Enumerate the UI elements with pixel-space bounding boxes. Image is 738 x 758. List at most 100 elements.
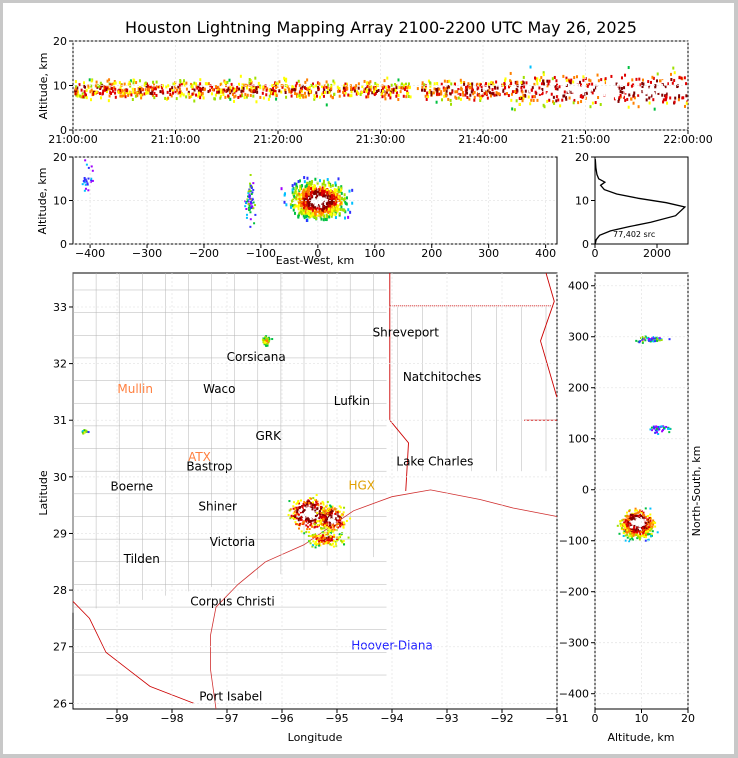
map-source-mark [315,537,318,540]
map-source-mark [306,503,309,506]
time-altitude-source-mark [119,86,122,90]
time-altitude-source-mark [673,100,676,104]
time-altitude-source-mark [450,82,453,86]
time-altitude-source-mark [366,85,369,89]
map-source-mark [298,511,301,514]
time-altitude-source-mark [566,82,569,86]
map-source-mark [314,518,317,521]
time-altitude-source-mark [683,90,686,94]
ew-altitude-source-mark [304,188,307,192]
map-source-mark [294,506,297,509]
time-altitude-source-mark [244,92,247,96]
map-source-mark [288,500,291,503]
time-altitude-source-mark [201,91,204,95]
time-altitude-source-mark [540,92,543,96]
time-altitude-source-mark [389,96,392,100]
altitude-ns-source-mark [640,511,643,514]
map-source-mark [320,539,323,542]
ew-altitude-source-mark [340,191,343,195]
map-source-mark [337,522,340,525]
time-altitude-source-mark [424,94,427,98]
map-source-mark [336,515,339,518]
time-altitude-source-mark [488,88,491,92]
time-altitude-source-mark [338,89,341,93]
time-altitude-source-mark [99,85,102,89]
altitude-ns-source-mark [646,530,649,533]
map-source-mark [320,519,323,522]
ew-altitude-xtick-label: 0 [314,247,321,260]
time-altitude-source-mark [295,81,298,85]
altitude-ns-source-mark [655,426,658,429]
time-altitude-source-mark [590,86,593,90]
map-source-mark [320,540,323,543]
map-city-label: Shreveport [373,325,440,339]
time-altitude-source-mark [95,80,98,84]
time-altitude-source-mark [157,85,160,89]
map-source-mark [341,523,344,526]
ew-altitude-source-mark [314,213,317,217]
time-altitude-source-mark [313,96,316,100]
map-source-mark [312,540,315,543]
ew-altitude-source-mark [340,199,343,203]
map-source-mark [347,536,350,539]
time-altitude-source-mark [466,91,469,95]
ew-altitude-source-mark [313,192,316,196]
time-altitude-source-mark [381,84,384,88]
time-altitude-source-mark [480,85,483,89]
time-altitude-source-mark [487,89,490,93]
ew-altitude-source-mark [251,199,254,202]
ew-altitude-source-mark [323,189,326,193]
time-altitude-source-mark [423,88,426,92]
time-altitude-source-mark [573,98,576,102]
map-source-mark [331,510,334,513]
ew-altitude-ytick-label: 0 [60,238,67,251]
ew-altitude-source-mark [305,192,308,196]
time-altitude-source-mark [265,93,268,97]
ew-altitude-source-mark [320,202,323,206]
altitude-ns-source-mark [630,518,633,521]
time-altitude-source-mark [575,87,578,91]
altitude-ns-source-mark [642,526,645,529]
map-source-mark [310,507,313,510]
time-altitude-source-mark [450,102,453,106]
altitude-ns-source-mark [651,337,654,340]
time-altitude-source-mark [204,82,207,86]
time-altitude-source-mark [278,80,281,84]
time-altitude-source-mark [211,86,214,90]
time-altitude-source-mark [246,93,249,97]
time-altitude-source-mark [421,85,424,89]
ew-altitude-source-mark [334,202,337,206]
time-altitude-source-mark [161,89,164,93]
time-altitude-source-mark [182,93,185,97]
time-altitude-source-mark [135,81,138,85]
time-altitude-source-mark [323,88,326,92]
time-altitude-source-mark [421,88,424,92]
map-source-mark [338,505,341,508]
altitude-ns-source-mark [649,519,652,522]
map-source-mark [305,507,308,510]
ew-altitude-source-mark [283,200,286,204]
time-altitude-source-mark [90,79,93,83]
time-altitude-source-mark [167,84,170,88]
map-city-label: Corsicana [227,350,286,364]
map-source-mark [319,534,322,537]
map-source-mark [308,512,311,515]
ew-altitude-xtick-label: 200 [421,247,442,260]
ew-altitude-source-mark [340,186,343,190]
time-altitude-source-mark [169,93,172,97]
altitude-ns-source-mark [644,515,647,518]
time-altitude-source-mark [357,82,360,86]
time-altitude-source-mark [245,86,248,90]
time-altitude-source-mark [191,92,194,96]
time-altitude-source-mark [596,86,599,90]
altitude-ns-source-mark [642,517,645,520]
altitude-ns-source-mark [638,538,641,541]
map-city-label: Corpus Christi [190,594,275,608]
state-borders [72,272,558,704]
time-altitude-source-mark [254,76,257,80]
map-source-mark [306,528,309,531]
time-altitude-source-mark [395,91,398,95]
altitude-ns-source-mark [668,427,671,430]
time-altitude-source-mark [556,87,559,91]
time-altitude-source-mark [666,84,669,88]
